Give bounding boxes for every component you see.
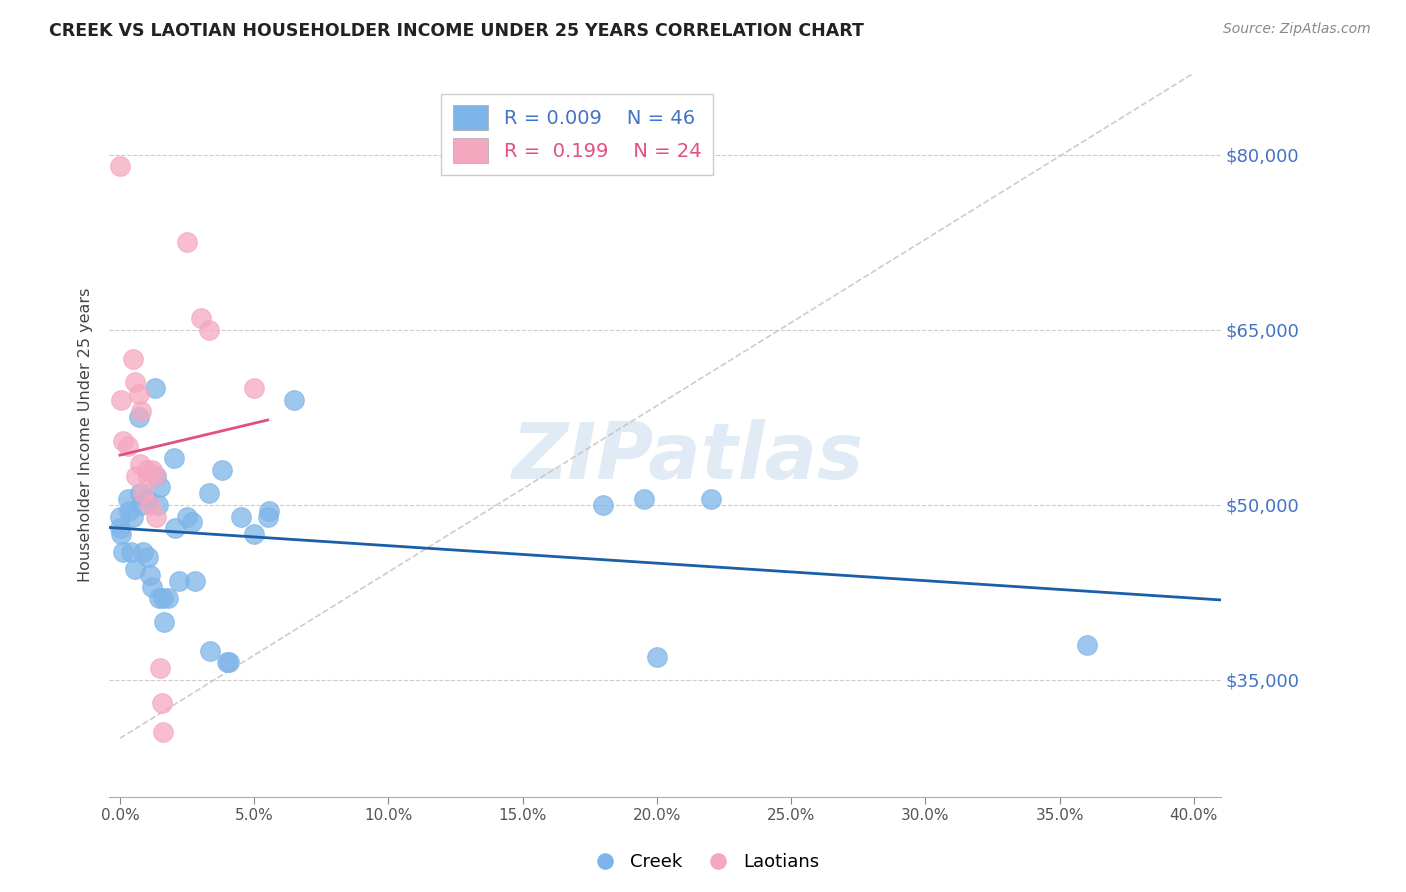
Point <box>184 574 207 588</box>
Point <box>136 550 159 565</box>
Point <box>124 562 146 576</box>
Point <box>152 591 174 606</box>
Point <box>125 468 148 483</box>
Point <box>131 498 153 512</box>
Point <box>132 544 155 558</box>
Point <box>181 516 204 530</box>
Point <box>138 568 160 582</box>
Y-axis label: Householder Income Under 25 years: Householder Income Under 25 years <box>79 287 93 582</box>
Point <box>163 521 186 535</box>
Point <box>257 504 280 518</box>
Point <box>146 498 169 512</box>
Text: CREEK VS LAOTIAN HOUSEHOLDER INCOME UNDER 25 YEARS CORRELATION CHART: CREEK VS LAOTIAN HOUSEHOLDER INCOME UNDE… <box>49 22 865 40</box>
Point <box>243 527 266 541</box>
Point <box>143 381 166 395</box>
Point <box>117 440 139 454</box>
Point <box>243 381 266 395</box>
Point <box>149 480 172 494</box>
Point <box>108 509 131 524</box>
Point <box>190 311 212 326</box>
Point <box>198 644 221 658</box>
Point <box>128 410 150 425</box>
Point <box>128 387 150 401</box>
Point <box>117 491 139 506</box>
Point <box>148 591 170 606</box>
Point <box>163 451 186 466</box>
Point <box>256 509 278 524</box>
Point <box>592 498 614 512</box>
Point <box>217 656 239 670</box>
Point <box>699 491 721 506</box>
Point <box>153 615 176 629</box>
Point <box>197 323 219 337</box>
Point <box>122 509 145 524</box>
Point <box>135 491 157 506</box>
Point <box>145 468 167 483</box>
Point <box>138 498 160 512</box>
Legend: R = 0.009    N = 46, R =  0.199    N = 24: R = 0.009 N = 46, R = 0.199 N = 24 <box>441 94 713 175</box>
Point <box>176 509 198 524</box>
Point <box>633 491 655 506</box>
Point <box>120 544 142 558</box>
Point <box>141 463 163 477</box>
Point <box>143 468 166 483</box>
Text: Source: ZipAtlas.com: Source: ZipAtlas.com <box>1223 22 1371 37</box>
Point <box>176 235 198 250</box>
Point <box>129 486 152 500</box>
Point <box>211 463 233 477</box>
Point <box>145 509 167 524</box>
Point <box>135 463 157 477</box>
Point <box>110 527 132 541</box>
Point <box>136 468 159 483</box>
Point <box>118 504 141 518</box>
Point <box>111 434 134 448</box>
Point <box>283 392 305 407</box>
Point <box>218 656 240 670</box>
Point <box>131 404 153 418</box>
Point <box>167 574 190 588</box>
Point <box>108 160 131 174</box>
Point <box>1076 638 1098 652</box>
Point <box>150 696 173 710</box>
Point <box>111 544 134 558</box>
Point <box>122 351 145 366</box>
Point <box>157 591 180 606</box>
Point <box>132 486 155 500</box>
Legend: Creek, Laotians: Creek, Laotians <box>579 847 827 879</box>
Point <box>124 376 146 390</box>
Text: ZIPatlas: ZIPatlas <box>512 418 863 494</box>
Point <box>229 509 252 524</box>
Point <box>149 661 172 675</box>
Point <box>141 580 163 594</box>
Point <box>129 457 152 471</box>
Point <box>110 392 132 407</box>
Point <box>152 725 174 739</box>
Point <box>197 486 219 500</box>
Point <box>108 521 131 535</box>
Point <box>645 649 668 664</box>
